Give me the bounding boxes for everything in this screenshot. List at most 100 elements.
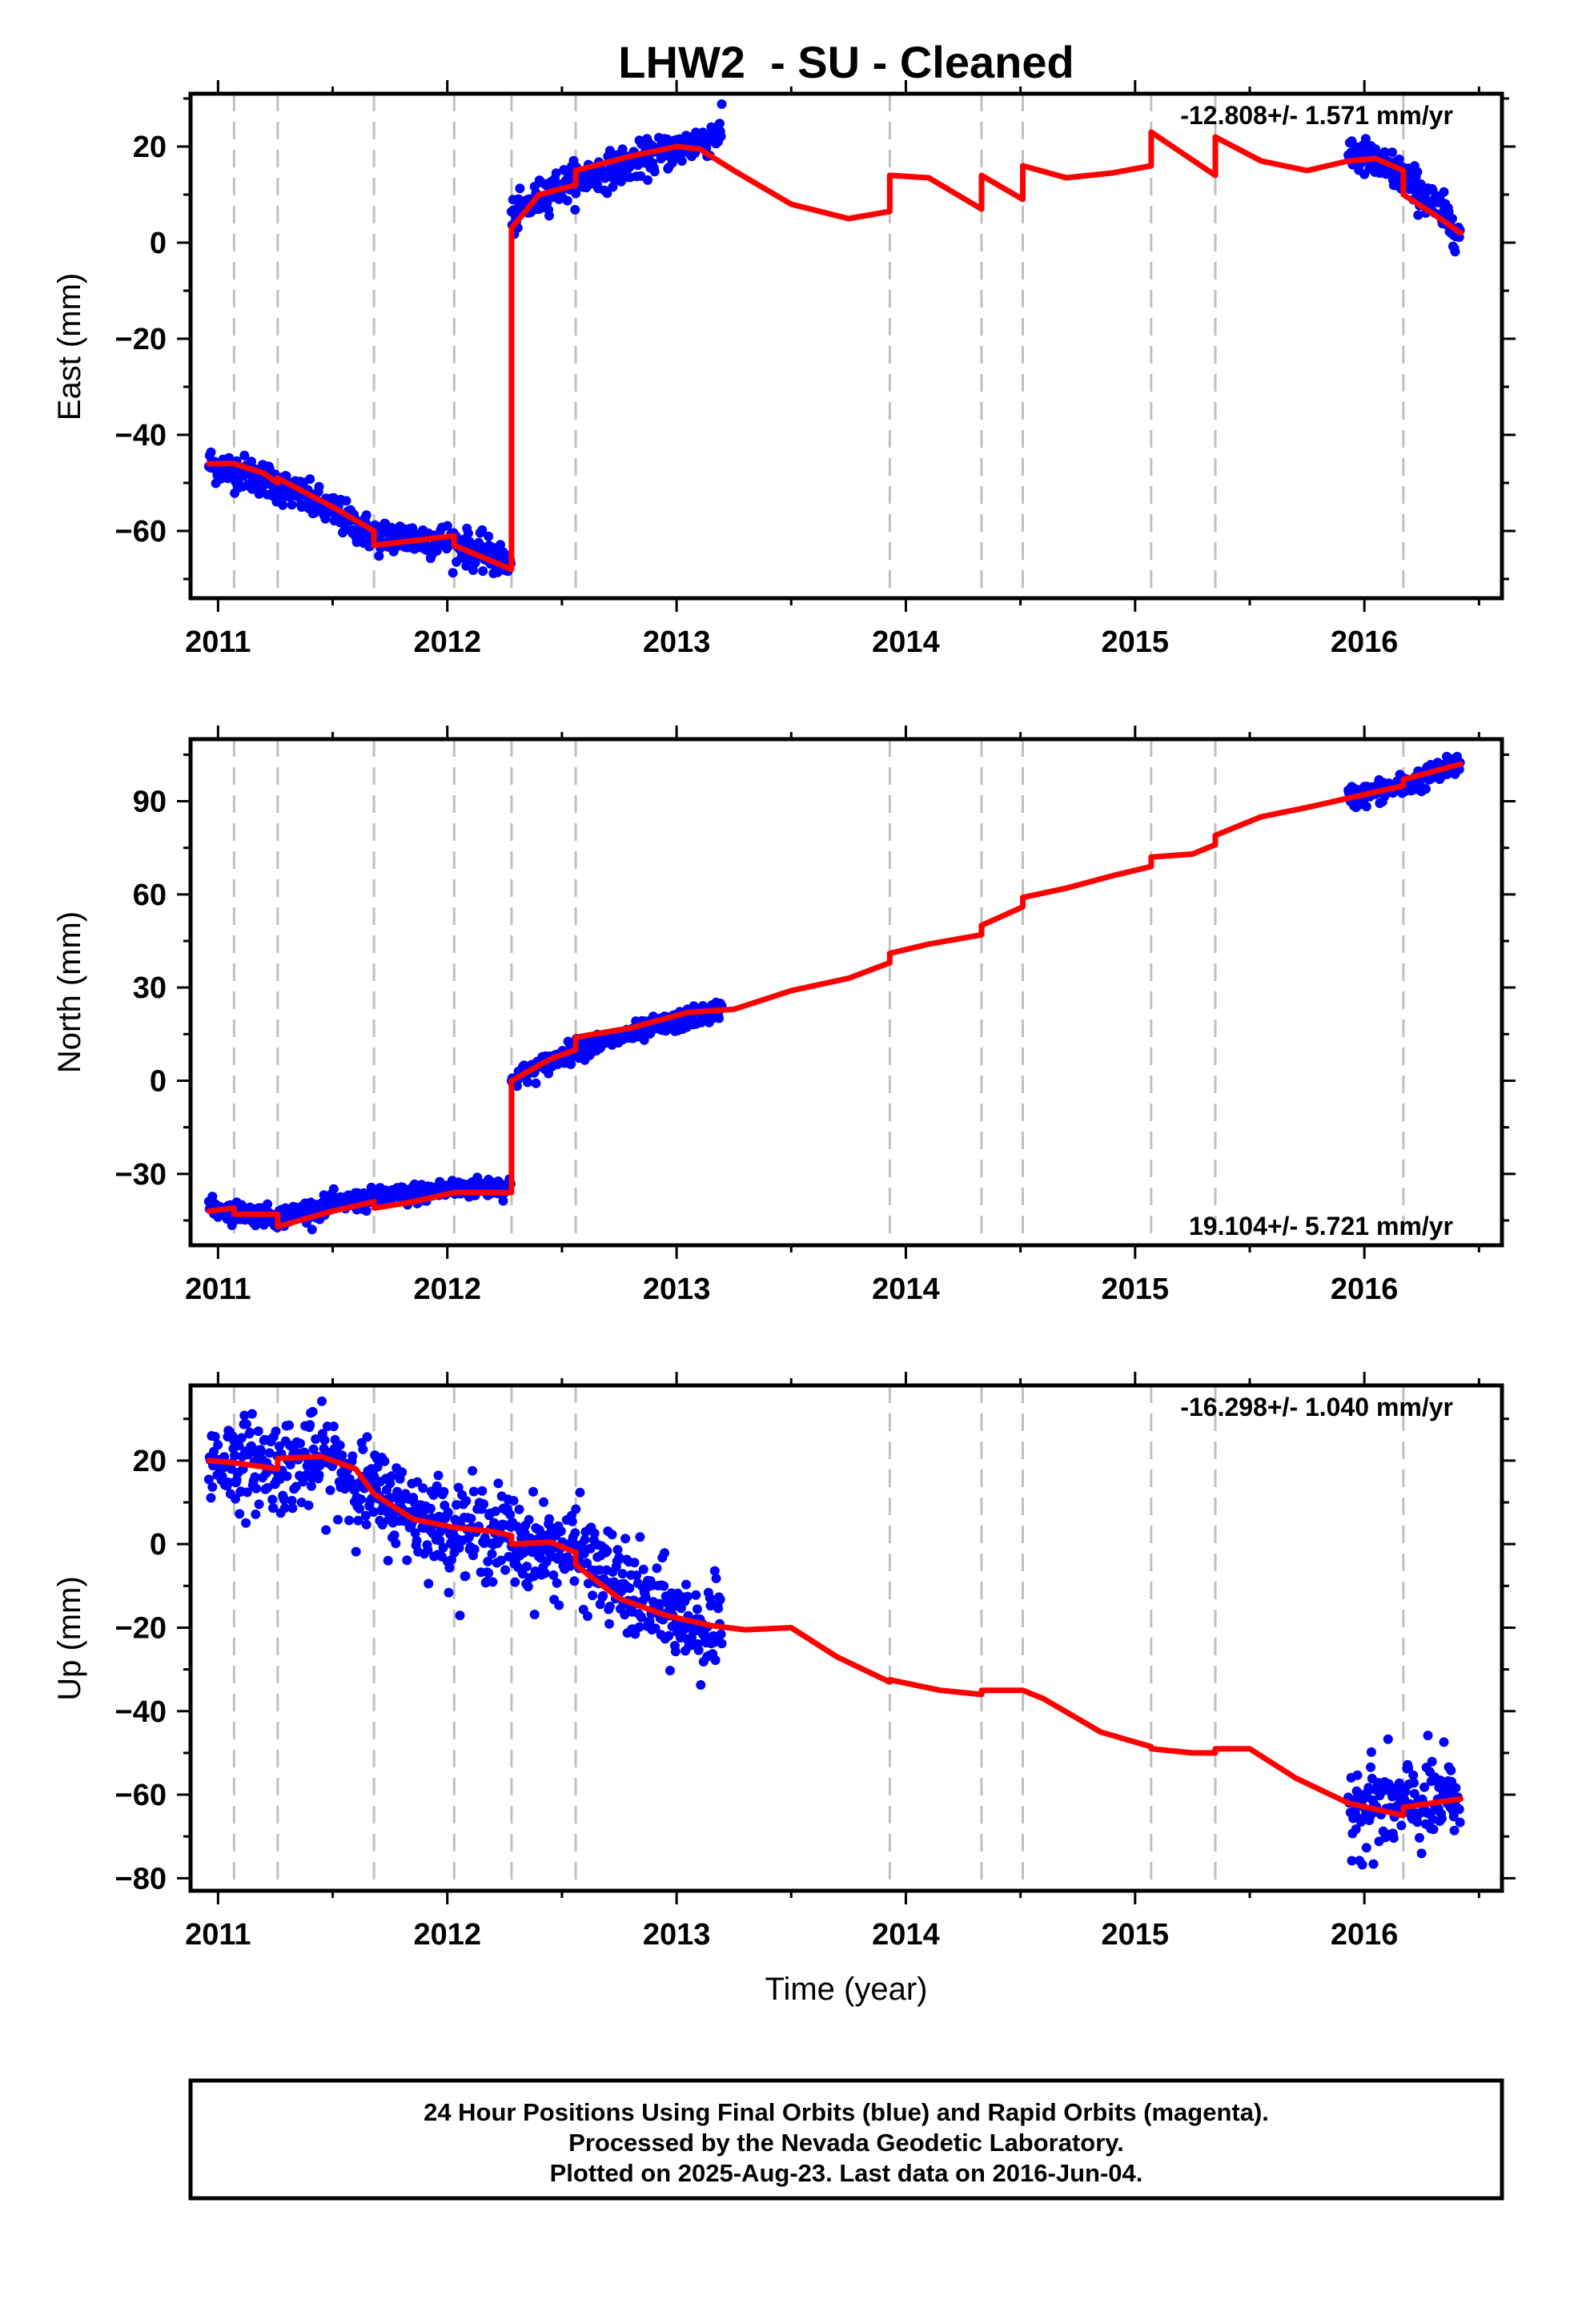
up-data-point [1351, 1824, 1361, 1835]
up-data-point [284, 1420, 295, 1430]
up-data-point [355, 1494, 366, 1505]
north-data-point [361, 1206, 371, 1216]
up-data-point [691, 1590, 701, 1600]
up-data-point [554, 1600, 564, 1610]
up-data-point [1350, 1807, 1360, 1818]
east-data-point [602, 188, 612, 199]
north-data-point [328, 1184, 339, 1194]
up-data-point [602, 1546, 612, 1556]
up-data-point [652, 1563, 662, 1574]
up-data-point [604, 1618, 614, 1629]
up-data-point [629, 1558, 640, 1568]
up-data-point [1427, 1756, 1437, 1767]
east-data-point [1450, 247, 1460, 257]
east-data-point [239, 450, 250, 460]
up-data-point [517, 1569, 528, 1579]
up-data-point [660, 1548, 669, 1558]
up-data-point [468, 1466, 478, 1476]
up-data-point [1361, 1843, 1371, 1853]
up-data-point [235, 1509, 245, 1519]
east-data-point [551, 168, 561, 179]
up-data-point [588, 1590, 598, 1601]
footer-line-1: 24 Hour Positions Using Final Orbits (bl… [424, 2098, 1269, 2126]
up-data-point [282, 1471, 292, 1482]
up-data-point [713, 1603, 724, 1614]
east-data-point [649, 167, 660, 177]
up-data-point [1415, 1832, 1424, 1843]
up-data-point [344, 1515, 354, 1526]
east-data-point [636, 171, 646, 181]
up-data-point [435, 1535, 445, 1546]
up-data-point [693, 1604, 702, 1614]
east-data-point [314, 481, 324, 492]
east-data-point [1360, 134, 1371, 144]
east-data-point [490, 547, 500, 557]
up-data-point [484, 1568, 494, 1578]
up-data-point [540, 1568, 550, 1578]
east-data-point [468, 565, 478, 575]
up-data-point [287, 1495, 297, 1506]
up-data-point [311, 1434, 321, 1444]
up-data-point [650, 1623, 661, 1634]
east-data-point [287, 500, 297, 510]
up-data-point [493, 1478, 504, 1489]
up-data-point [1409, 1778, 1419, 1788]
chart-title: LHW2 - SU - Cleaned [618, 37, 1074, 87]
up-data-point [1408, 1770, 1419, 1780]
up-data-point [325, 1485, 335, 1495]
up-data-point [231, 1494, 240, 1504]
east-data-point [1447, 214, 1457, 223]
up-data-point [682, 1591, 693, 1602]
time-xlabel: Time (year) [765, 1972, 928, 2007]
up-data-point [1357, 1860, 1367, 1870]
up-data-point [1446, 1765, 1456, 1775]
up-data-point [254, 1499, 264, 1510]
up-data-point [567, 1516, 577, 1526]
up-data-point [585, 1543, 596, 1554]
north-frame [188, 737, 1504, 1248]
north-x-tick-label: 2016 [1331, 1273, 1399, 1306]
up-data-point [496, 1555, 506, 1566]
up-data-point [423, 1545, 433, 1555]
up-data-point [612, 1545, 623, 1555]
east-data-point [643, 175, 652, 185]
up-data-point [630, 1629, 640, 1639]
east-plot-area [203, 94, 1465, 598]
up-data-point [250, 1472, 260, 1482]
up-data-point [247, 1409, 257, 1419]
up-data-point [644, 1616, 655, 1626]
north-y-tick-label: −30 [115, 1158, 167, 1192]
up-data-point [251, 1483, 262, 1494]
up-data-point [314, 1470, 324, 1480]
up-data-point [556, 1526, 566, 1536]
footer-frame [188, 2078, 1504, 2201]
up-data-point [480, 1533, 490, 1543]
up-data-point [264, 1448, 275, 1458]
east-data-point [206, 447, 216, 457]
up-data-point [1428, 1824, 1439, 1835]
up-data-point [716, 1629, 726, 1639]
up-data-point [634, 1622, 644, 1632]
up-data-point [693, 1645, 704, 1655]
east-data-point [716, 131, 726, 142]
up-data-point [670, 1647, 681, 1657]
north-data-point [1420, 784, 1431, 794]
up-data-point [319, 1435, 330, 1445]
east-data-point [617, 144, 628, 155]
up-data-point [335, 1440, 345, 1450]
up-data-point [372, 1462, 383, 1472]
up-data-point [607, 1530, 617, 1540]
up-data-point [207, 1482, 218, 1492]
up-data-point [328, 1421, 339, 1432]
up-data-point [239, 1410, 250, 1421]
up-data-point [620, 1610, 630, 1620]
east-x-tick-label: 2013 [643, 625, 711, 659]
up-x-tick-label: 2013 [643, 1918, 711, 1952]
up-data-point [355, 1503, 364, 1514]
up-data-point [362, 1432, 372, 1442]
east-data-point [717, 99, 727, 109]
up-data-point [632, 1570, 642, 1581]
up-data-point [333, 1514, 343, 1525]
east-data-point [496, 540, 505, 550]
up-data-point [659, 1581, 669, 1591]
